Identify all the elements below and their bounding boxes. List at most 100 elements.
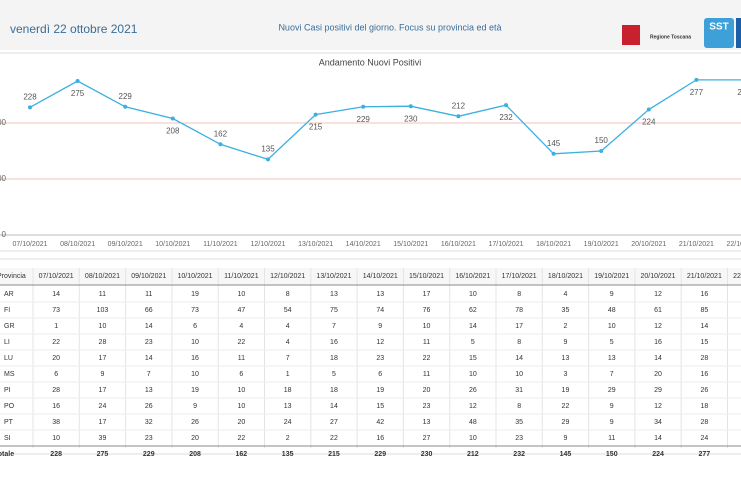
cell: 208	[189, 451, 201, 458]
cell: 8	[286, 291, 290, 298]
x-tick-label: 20/10/2021	[631, 241, 666, 248]
cell: 26	[191, 419, 199, 426]
cell: 14	[330, 403, 338, 410]
date: venerdì 22 ottobre 2021	[10, 22, 138, 36]
cell: 4	[563, 291, 567, 298]
cell: 20	[191, 435, 199, 442]
cell: 135	[282, 451, 294, 458]
cell: 229	[143, 451, 155, 458]
point	[218, 142, 223, 147]
row-label: SI	[4, 435, 11, 442]
row-label: AR	[4, 291, 14, 298]
data-label: 232	[499, 113, 513, 122]
cell: 39	[99, 435, 107, 442]
cell: 78	[515, 307, 523, 314]
cell: 22	[237, 339, 245, 346]
cell: 5	[332, 371, 336, 378]
x-tick-label: 22/10/2021	[726, 241, 741, 248]
cell: 12	[376, 339, 384, 346]
logo-left: Regione Toscana	[650, 34, 691, 40]
column-header: 22/10/2021	[733, 273, 741, 280]
cell: 29	[608, 387, 616, 394]
y-tick-label: 200	[0, 118, 7, 127]
column-header: 21/10/2021	[687, 273, 722, 280]
y-tick-label: 100	[0, 174, 7, 183]
cell: 28	[52, 387, 60, 394]
cell: 10	[608, 323, 616, 330]
cell: 12	[654, 291, 662, 298]
column-header: Provincia	[0, 273, 26, 280]
x-tick-label: 16/10/2021	[441, 241, 476, 248]
cell: 42	[376, 419, 384, 426]
column-header: 07/10/2021	[39, 273, 74, 280]
cell: 17	[99, 419, 107, 426]
x-tick-label: 18/10/2021	[536, 241, 571, 248]
column-header: 08/10/2021	[85, 273, 120, 280]
cell: 9	[610, 403, 614, 410]
cell: 62	[469, 307, 477, 314]
x-tick-label: 12/10/2021	[250, 241, 285, 248]
cell: 14	[145, 355, 153, 362]
cell: 23	[376, 355, 384, 362]
point	[266, 157, 270, 162]
column-header: 15/10/2021	[409, 273, 444, 280]
cell: 5	[471, 339, 475, 346]
cell: 66	[145, 307, 153, 314]
cell: 23	[145, 339, 153, 346]
cell: 15	[700, 339, 708, 346]
cell: 10	[191, 371, 199, 378]
cell: 23	[515, 435, 523, 442]
data-label: 229	[119, 92, 133, 101]
cell: 73	[191, 307, 199, 314]
cell: 11	[238, 355, 245, 362]
cell: 12	[654, 403, 662, 410]
cell: 13	[376, 291, 384, 298]
cell: 7	[332, 323, 336, 330]
cell: 20	[237, 419, 245, 426]
data-label: 215	[309, 123, 323, 132]
chart-title: Andamento Nuovi Positivi	[319, 57, 422, 67]
cell: 14	[654, 355, 662, 362]
cell: 9	[100, 371, 104, 378]
cell: 2	[563, 323, 567, 330]
cell: 74	[376, 307, 384, 314]
cell: 5	[610, 339, 614, 346]
x-tick-label: 08/10/2021	[60, 241, 95, 248]
cell: 54	[284, 307, 292, 314]
row-label: LI	[4, 339, 10, 346]
cell: 27	[423, 435, 431, 442]
header-bar	[0, 0, 741, 50]
point	[456, 114, 461, 119]
cell: 275	[97, 451, 109, 458]
cell: 10	[515, 371, 523, 378]
cell: 15	[469, 355, 477, 362]
cell: 47	[237, 307, 245, 314]
cell: 9	[193, 403, 197, 410]
cell: 10	[469, 435, 477, 442]
cell: 12	[654, 323, 662, 330]
cell: 28	[700, 355, 708, 362]
cell: 16	[654, 339, 662, 346]
point	[504, 103, 508, 108]
cell: 6	[239, 371, 243, 378]
cell: 11	[145, 291, 152, 298]
cell: 24	[99, 403, 107, 410]
cell: 6	[378, 371, 382, 378]
cell: 10	[52, 435, 60, 442]
cell: 6	[54, 371, 58, 378]
cell: 22	[330, 435, 338, 442]
cell: 4	[239, 323, 243, 330]
cell: 10	[237, 387, 245, 394]
cell: 28	[99, 339, 107, 346]
cell: 10	[237, 291, 245, 298]
point	[646, 107, 651, 112]
cell: 22	[237, 435, 245, 442]
x-tick-label: 13/10/2021	[298, 241, 333, 248]
table: Provincia 07/10/2021 08/10/2021 09/10/2021 1…	[0, 268, 741, 458]
cell: 11	[99, 291, 106, 298]
page-title: Nuovi Casi positivi del giorno. Focus su…	[278, 22, 501, 32]
cell: 7	[286, 355, 290, 362]
row-label: LU	[4, 355, 13, 362]
cell: 228	[50, 451, 62, 458]
cell: 32	[145, 419, 153, 426]
